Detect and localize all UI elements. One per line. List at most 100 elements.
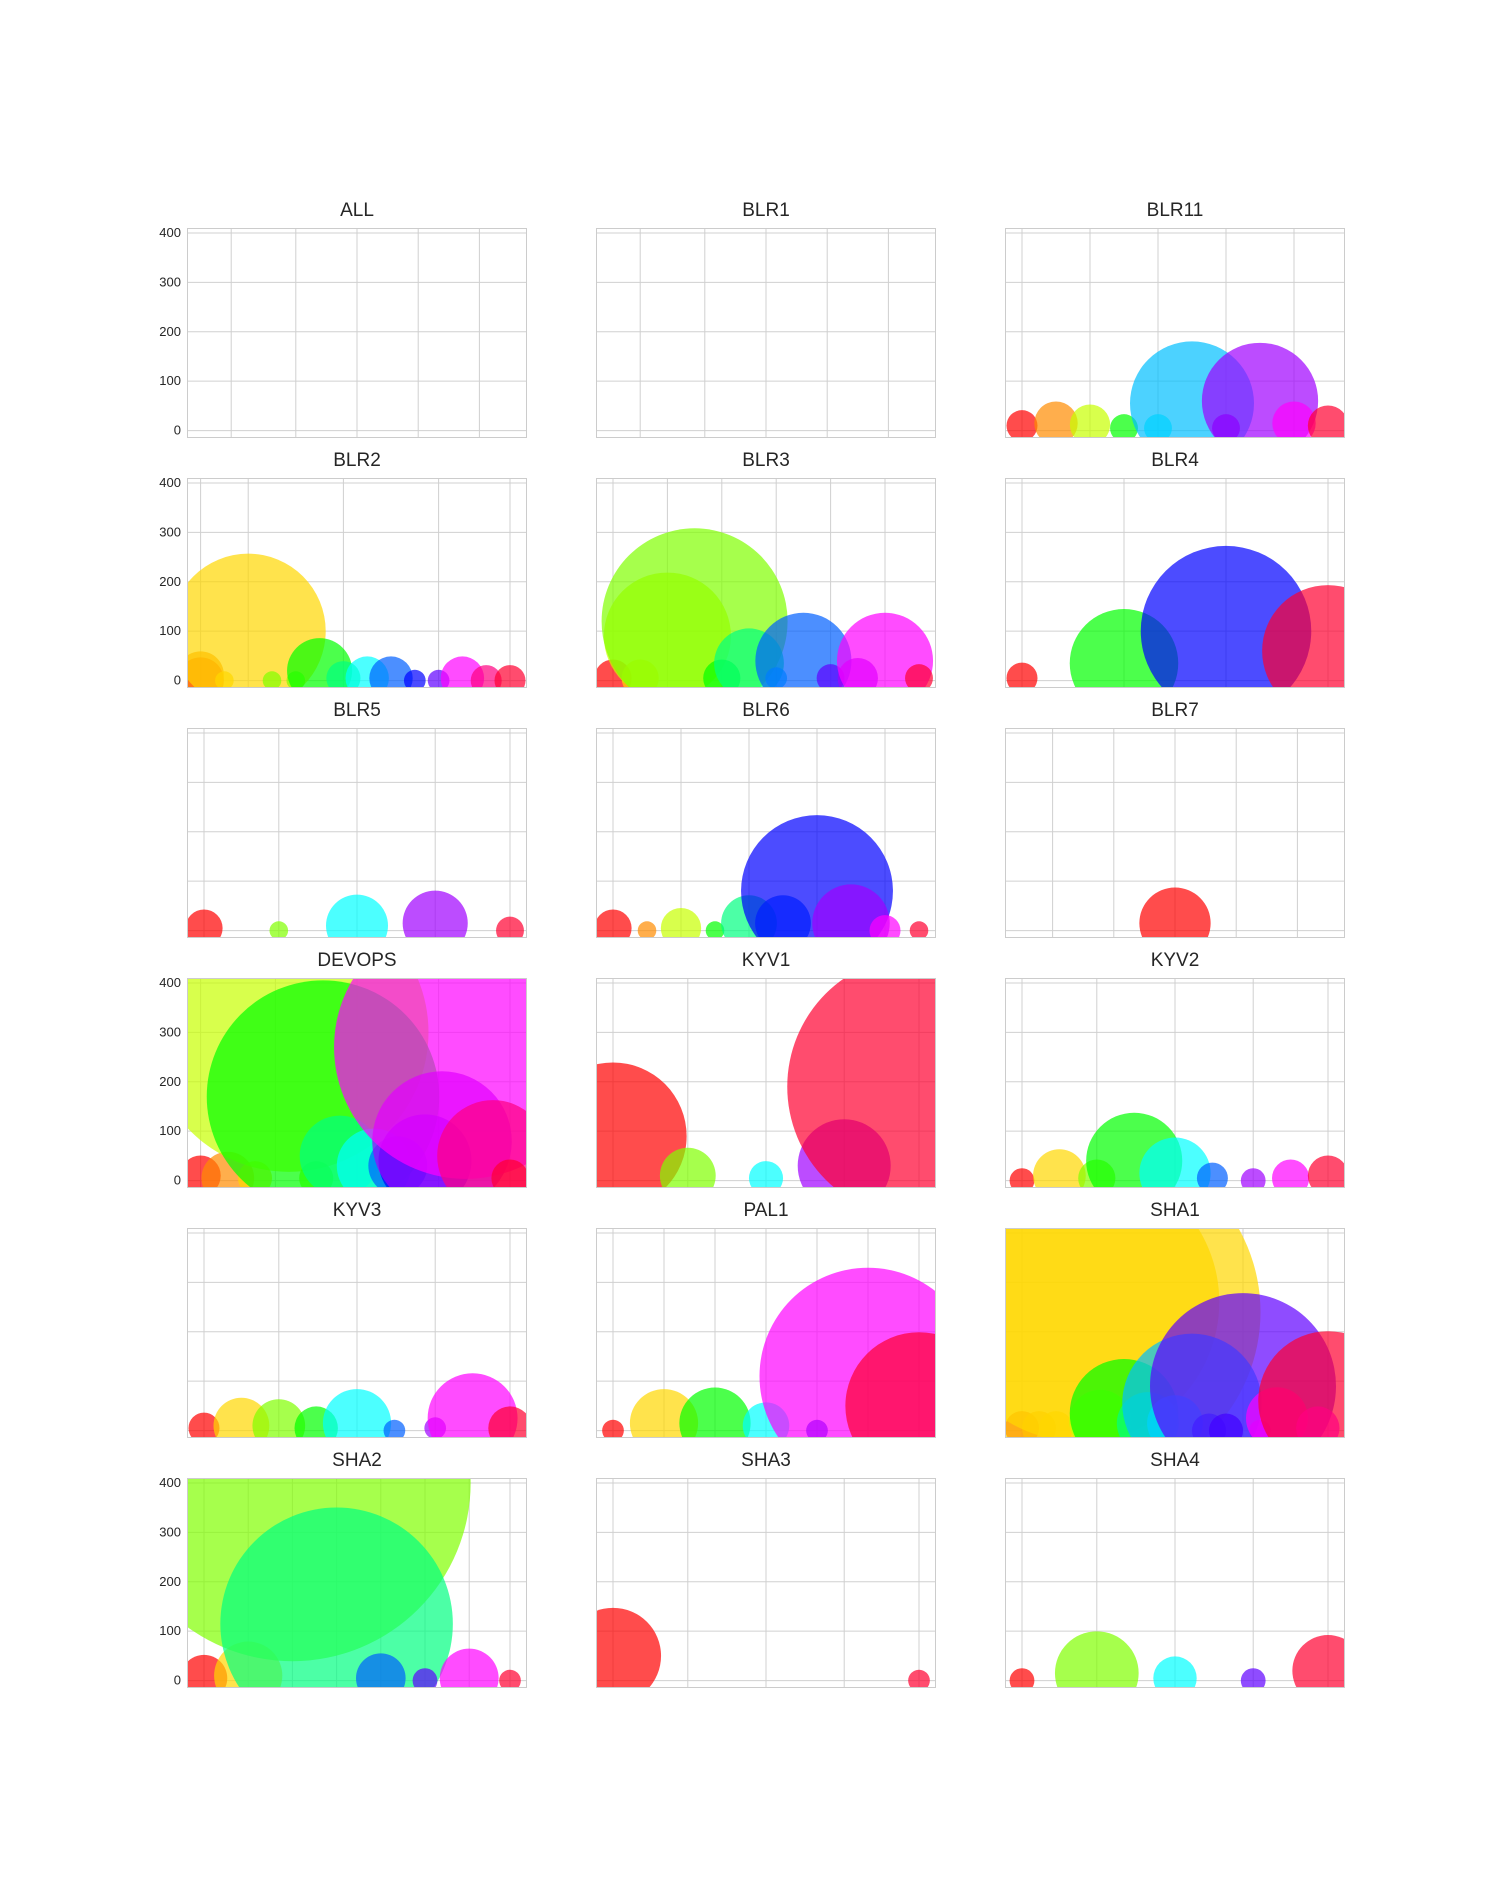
subplot-sha1: SHA1 — [1005, 1200, 1345, 1438]
subplot-blr6: BLR6 — [596, 700, 936, 938]
subplot-title: SHA3 — [741, 1450, 791, 1471]
bubble-point — [659, 1147, 716, 1188]
bubble-point — [869, 915, 901, 938]
bubble-point — [1006, 662, 1038, 688]
bubble-point — [1139, 1137, 1211, 1188]
subplot-title: BLR4 — [1151, 450, 1199, 471]
bubble-point — [1006, 410, 1038, 438]
bubble-point — [1110, 414, 1138, 438]
plot-frame — [596, 728, 936, 938]
bubble-point — [322, 1389, 392, 1438]
subplot-blr4: BLR4 — [1005, 450, 1345, 688]
bubble-point — [494, 665, 526, 688]
subplot-blr11: BLR11 — [1005, 200, 1345, 438]
subplot-kyv3: KYV3 — [187, 1200, 527, 1438]
bubble-point — [637, 921, 657, 938]
plot-area — [1005, 728, 1345, 938]
bubble-point — [220, 1507, 453, 1688]
plot-frame — [596, 228, 936, 438]
y-tick-label: 0 — [174, 673, 181, 688]
y-tick-label: 400 — [159, 475, 181, 490]
plot-area — [1005, 478, 1345, 688]
subplot-title: BLR3 — [742, 450, 790, 471]
subplot-title: KYV2 — [1150, 950, 1200, 971]
bubble-point — [1009, 1668, 1035, 1688]
bubble-point — [1069, 404, 1111, 438]
subplot-blr3: BLR3 — [596, 450, 936, 688]
bubble-point — [905, 664, 933, 688]
plot-frame — [596, 478, 936, 688]
y-tick-label: 400 — [159, 225, 181, 240]
plot-area — [596, 978, 936, 1188]
plot-frame — [187, 1478, 527, 1688]
y-tick-label: 0 — [174, 423, 181, 438]
bubble-point — [252, 1399, 306, 1438]
plot-frame — [1005, 228, 1345, 438]
plot-area — [187, 1228, 527, 1438]
plot-frame — [596, 1228, 936, 1438]
bubble-point — [326, 894, 388, 938]
subplot-sha4: SHA4 — [1005, 1450, 1345, 1688]
subplot-title: BLR11 — [1146, 200, 1204, 221]
bubble-point — [909, 921, 929, 938]
bubble-point — [412, 1668, 438, 1688]
subplot-blr5: BLR5 — [187, 700, 527, 938]
bubble-point — [596, 1062, 687, 1188]
bubble-point — [187, 553, 326, 688]
bubble-point — [356, 1653, 406, 1688]
plot-area — [596, 478, 936, 688]
plot-frame — [1005, 978, 1345, 1188]
bubble-point — [845, 1332, 936, 1438]
plot-frame — [187, 478, 527, 688]
bubble-point — [1272, 401, 1316, 438]
bubble-point — [1240, 1168, 1266, 1188]
bubble-point — [188, 1412, 220, 1438]
plot-area — [596, 1478, 936, 1688]
plot-frame — [1005, 478, 1345, 688]
subplot-pal1: PAL1 — [596, 1200, 936, 1438]
bubble-point — [1240, 1668, 1266, 1688]
subplot-title: SHA1 — [1150, 1200, 1200, 1221]
subplot-title: KYV1 — [741, 950, 791, 971]
y-tick-label: 100 — [159, 373, 181, 388]
subplot-title: KYV3 — [332, 1200, 382, 1221]
bubble-point — [491, 1159, 527, 1188]
plot-frame — [1005, 1228, 1345, 1438]
bubble-point — [1307, 1155, 1345, 1188]
bubble-point — [1292, 1635, 1345, 1688]
bubble-point — [1009, 1168, 1035, 1188]
subplot-title: BLR6 — [742, 700, 790, 721]
subplot-all: ALL 0 100 200 300 400 — [159, 200, 527, 438]
bubble-point — [816, 664, 845, 688]
y-tick-label: 200 — [159, 1074, 181, 1089]
bubble-point — [437, 1100, 527, 1188]
bubble-point — [1034, 401, 1078, 438]
subplot-title: BLR5 — [333, 700, 381, 721]
y-tick-label: 100 — [159, 1123, 181, 1138]
plot-area — [187, 728, 527, 938]
bubble-point — [369, 656, 413, 688]
plot-frame — [187, 1228, 527, 1438]
subplot-title: DEVOPS — [317, 950, 397, 971]
bubble-point — [187, 909, 223, 938]
subplot-title: BLR7 — [1151, 700, 1199, 721]
bubble-point — [1196, 1162, 1228, 1188]
y-tick-label: 300 — [159, 1024, 181, 1039]
bubble-point — [1262, 585, 1345, 688]
y-tick-label: 400 — [159, 975, 181, 990]
y-tick-label: 200 — [159, 1574, 181, 1589]
bubble-point — [1307, 405, 1345, 438]
subplot-title: PAL1 — [743, 1200, 789, 1221]
bubble-point — [596, 1607, 662, 1688]
plot-area: 0 100 200 300 400 — [159, 225, 527, 438]
plot-area — [596, 1228, 936, 1438]
bubble-point — [439, 1648, 499, 1688]
subplot-sha2: SHA2 0 100 200 300 400 — [159, 1450, 527, 1688]
bubble-point — [383, 1419, 406, 1438]
bubble-point — [748, 1161, 784, 1188]
subplot-title: SHA4 — [1150, 1450, 1200, 1471]
subplot-blr7: BLR7 — [1005, 700, 1345, 938]
subplot-sha3: SHA3 — [596, 1450, 936, 1688]
bubble-point — [705, 921, 725, 938]
y-tick-label: 100 — [159, 1623, 181, 1638]
